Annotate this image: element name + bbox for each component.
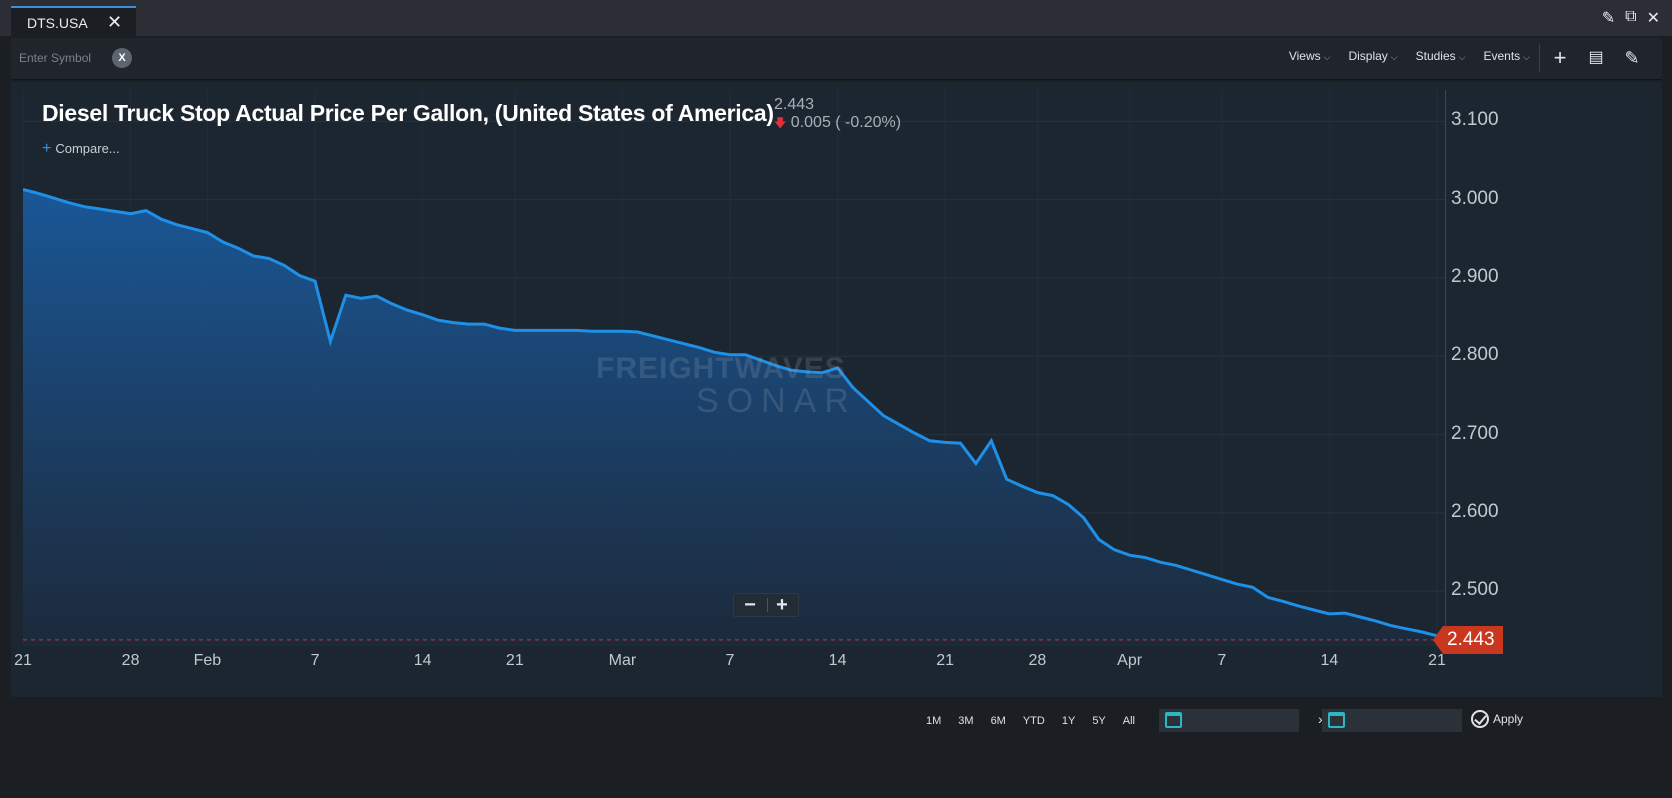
y-tick-label: 2.900 xyxy=(1451,265,1499,287)
down-arrow-icon: 🡇 xyxy=(774,116,787,130)
x-tick-label: Feb xyxy=(193,652,222,669)
range-1y[interactable]: 1Y xyxy=(1061,715,1076,727)
menu-views[interactable]: Views ⌵ xyxy=(1289,49,1331,63)
y-tick-label: 2.700 xyxy=(1451,422,1499,444)
range-5y[interactable]: 5Y xyxy=(1092,715,1106,727)
edit-icon[interactable]: ✎ xyxy=(1601,10,1616,27)
chevron-down-icon: ⌵ xyxy=(1458,52,1466,62)
watermark-bottom: SONAR xyxy=(696,382,857,420)
last-price-tag-value: 2.443 xyxy=(1443,625,1503,654)
zoom-separator xyxy=(767,598,768,612)
popout-icon[interactable]: ⧉ xyxy=(1625,8,1637,25)
x-tick-label: 14 xyxy=(828,652,847,669)
price-change: 0.005 ( -0.20%) xyxy=(790,114,902,131)
crosshair-icon[interactable]: + xyxy=(1553,45,1567,70)
end-date-field xyxy=(1322,709,1462,732)
chart-menus: Views ⌵ Display ⌵ Studies ⌵ Events ⌵ xyxy=(1289,49,1530,63)
close-icon[interactable]: ✕ xyxy=(1646,10,1660,27)
x-tick-label: 14 xyxy=(413,652,432,669)
x-tick-label: 7 xyxy=(310,652,320,669)
menu-studies-label: Studies xyxy=(1415,49,1456,63)
freightwaves-watermark: FREIGHTWAVES SONAR xyxy=(596,352,857,421)
range-buttons: 1M 3M 6M YTD 1Y 5Y All xyxy=(926,715,1135,727)
apply-button[interactable]: Apply xyxy=(1471,710,1523,728)
zoom-in-button[interactable]: + xyxy=(776,594,788,616)
y-tick-label: 2.800 xyxy=(1451,344,1499,366)
plus-icon: + xyxy=(42,140,52,157)
x-tick-label: 21 xyxy=(505,652,524,669)
range-6m[interactable]: 6M xyxy=(990,715,1006,727)
toolbar-divider xyxy=(1539,44,1540,72)
chart-title-block: Diesel Truck Stop Actual Price Per Gallo… xyxy=(42,100,774,127)
price-line xyxy=(23,188,1438,638)
start-date-input[interactable] xyxy=(1187,711,1292,730)
watermark-top: FREIGHTWAVES xyxy=(596,352,846,385)
x-tick-label: 21 xyxy=(14,652,32,669)
range-1m[interactable]: 1M xyxy=(926,715,942,727)
range-ytd[interactable]: YTD xyxy=(1022,715,1045,727)
menu-events[interactable]: Events ⌵ xyxy=(1483,49,1530,63)
price-area xyxy=(23,189,1437,646)
check-circle-icon xyxy=(1471,710,1489,728)
zoom-controls: − + xyxy=(733,593,799,617)
x-tick-label: 21 xyxy=(1428,652,1446,669)
last-price: 2.443 xyxy=(774,96,815,113)
apply-label: Apply xyxy=(1493,712,1524,726)
x-tick-label: 7 xyxy=(725,652,735,669)
y-tick-label: 3.100 xyxy=(1451,109,1499,131)
range-3m[interactable]: 3M xyxy=(958,715,974,727)
tab-label: DTS.USA xyxy=(27,15,88,31)
chart-title: Diesel Truck Stop Actual Price Per Gallo… xyxy=(42,100,774,126)
x-tick-label: 14 xyxy=(1320,652,1339,669)
chevron-down-icon: ⌵ xyxy=(1523,52,1530,62)
price-quote: 2.443 🡇 0.005 ( -0.20%) xyxy=(774,96,901,132)
x-tick-label: 28 xyxy=(1028,652,1047,669)
x-tick-label: 21 xyxy=(936,652,955,669)
calendar-icon[interactable] xyxy=(1328,712,1345,728)
y-tick-label: 2.500 xyxy=(1451,579,1499,601)
compare-button[interactable]: + Compare... xyxy=(42,140,120,158)
tab-dts-usa[interactable]: DTS.USA ✕ xyxy=(11,6,136,36)
tab-close-icon[interactable]: ✕ xyxy=(107,12,123,32)
comment-icon[interactable]: ▤ xyxy=(1588,49,1604,66)
range-all[interactable]: All xyxy=(1122,715,1136,727)
x-tick-label: 7 xyxy=(1217,652,1227,669)
zoom-out-button[interactable]: − xyxy=(744,594,756,616)
y-tick-label: 3.000 xyxy=(1451,187,1499,209)
x-tick-label: 28 xyxy=(121,652,140,669)
end-date-input[interactable] xyxy=(1350,711,1455,730)
calendar-icon[interactable] xyxy=(1165,712,1182,728)
chart-toolbar: X Views⌵ Display⌵ Studies⌵ Events⌵ + ▤ ✎ xyxy=(11,38,1662,80)
tab-bar: DTS.USA ✕ ✎ ⧉ ✕ xyxy=(0,0,1672,36)
price-chart[interactable] xyxy=(23,90,1445,646)
menu-views-label: Views xyxy=(1288,49,1321,63)
menu-display-label: Display xyxy=(1348,49,1388,63)
window-controls: ✎ ⧉ ✕ xyxy=(1602,8,1660,28)
menu-studies[interactable]: Studies ⌵ xyxy=(1416,49,1466,63)
date-range-arrow-icon: › xyxy=(1318,711,1323,727)
menu-events-label: Events xyxy=(1483,49,1521,63)
symbol-input[interactable] xyxy=(19,48,109,68)
range-footer: 1M 3M 6M YTD 1Y 5Y All › Apply xyxy=(11,698,1662,746)
tag-arrow xyxy=(1433,625,1443,654)
y-axis-line xyxy=(1445,90,1446,646)
chart-panel: FREIGHTWAVES SONAR Diesel Truck Stop Act… xyxy=(11,82,1662,697)
x-tick-label: Mar xyxy=(608,652,637,669)
chevron-down-icon: ⌵ xyxy=(1323,52,1331,62)
menu-display[interactable]: Display ⌵ xyxy=(1348,49,1397,63)
compare-label: Compare... xyxy=(55,141,120,156)
start-date-field xyxy=(1159,709,1299,732)
draw-pencil-icon[interactable]: ✎ xyxy=(1624,48,1640,68)
chevron-down-icon: ⌵ xyxy=(1390,52,1398,62)
x-tick-label: Apr xyxy=(1117,652,1143,669)
y-tick-label: 2.600 xyxy=(1451,500,1499,522)
symbol-clear-button[interactable]: X xyxy=(112,48,132,68)
